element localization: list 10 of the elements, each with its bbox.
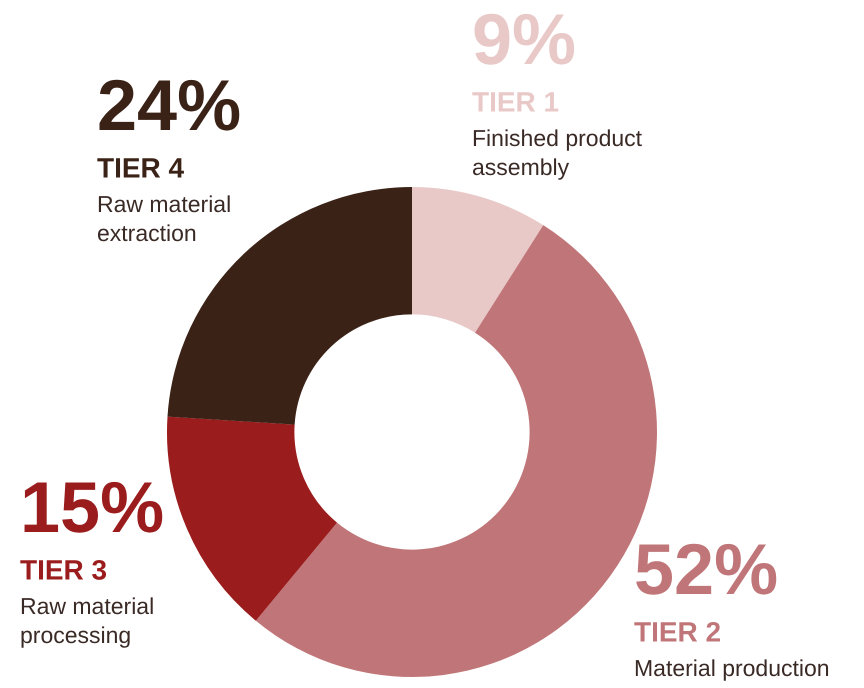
text: Material production: [634, 654, 830, 681]
text: Raw material extraction: [97, 190, 232, 246]
slice-label: TIER 2: [634, 616, 722, 648]
slice-label: TIER 4: [97, 152, 185, 184]
data-label: 15%: [20, 468, 164, 548]
data-label: 24%: [97, 66, 242, 146]
text: Raw material processing: [20, 592, 154, 648]
text: Finished product assembly: [472, 124, 643, 180]
slice-label: TIER 3: [20, 554, 108, 586]
data-label: 52%: [634, 530, 778, 610]
